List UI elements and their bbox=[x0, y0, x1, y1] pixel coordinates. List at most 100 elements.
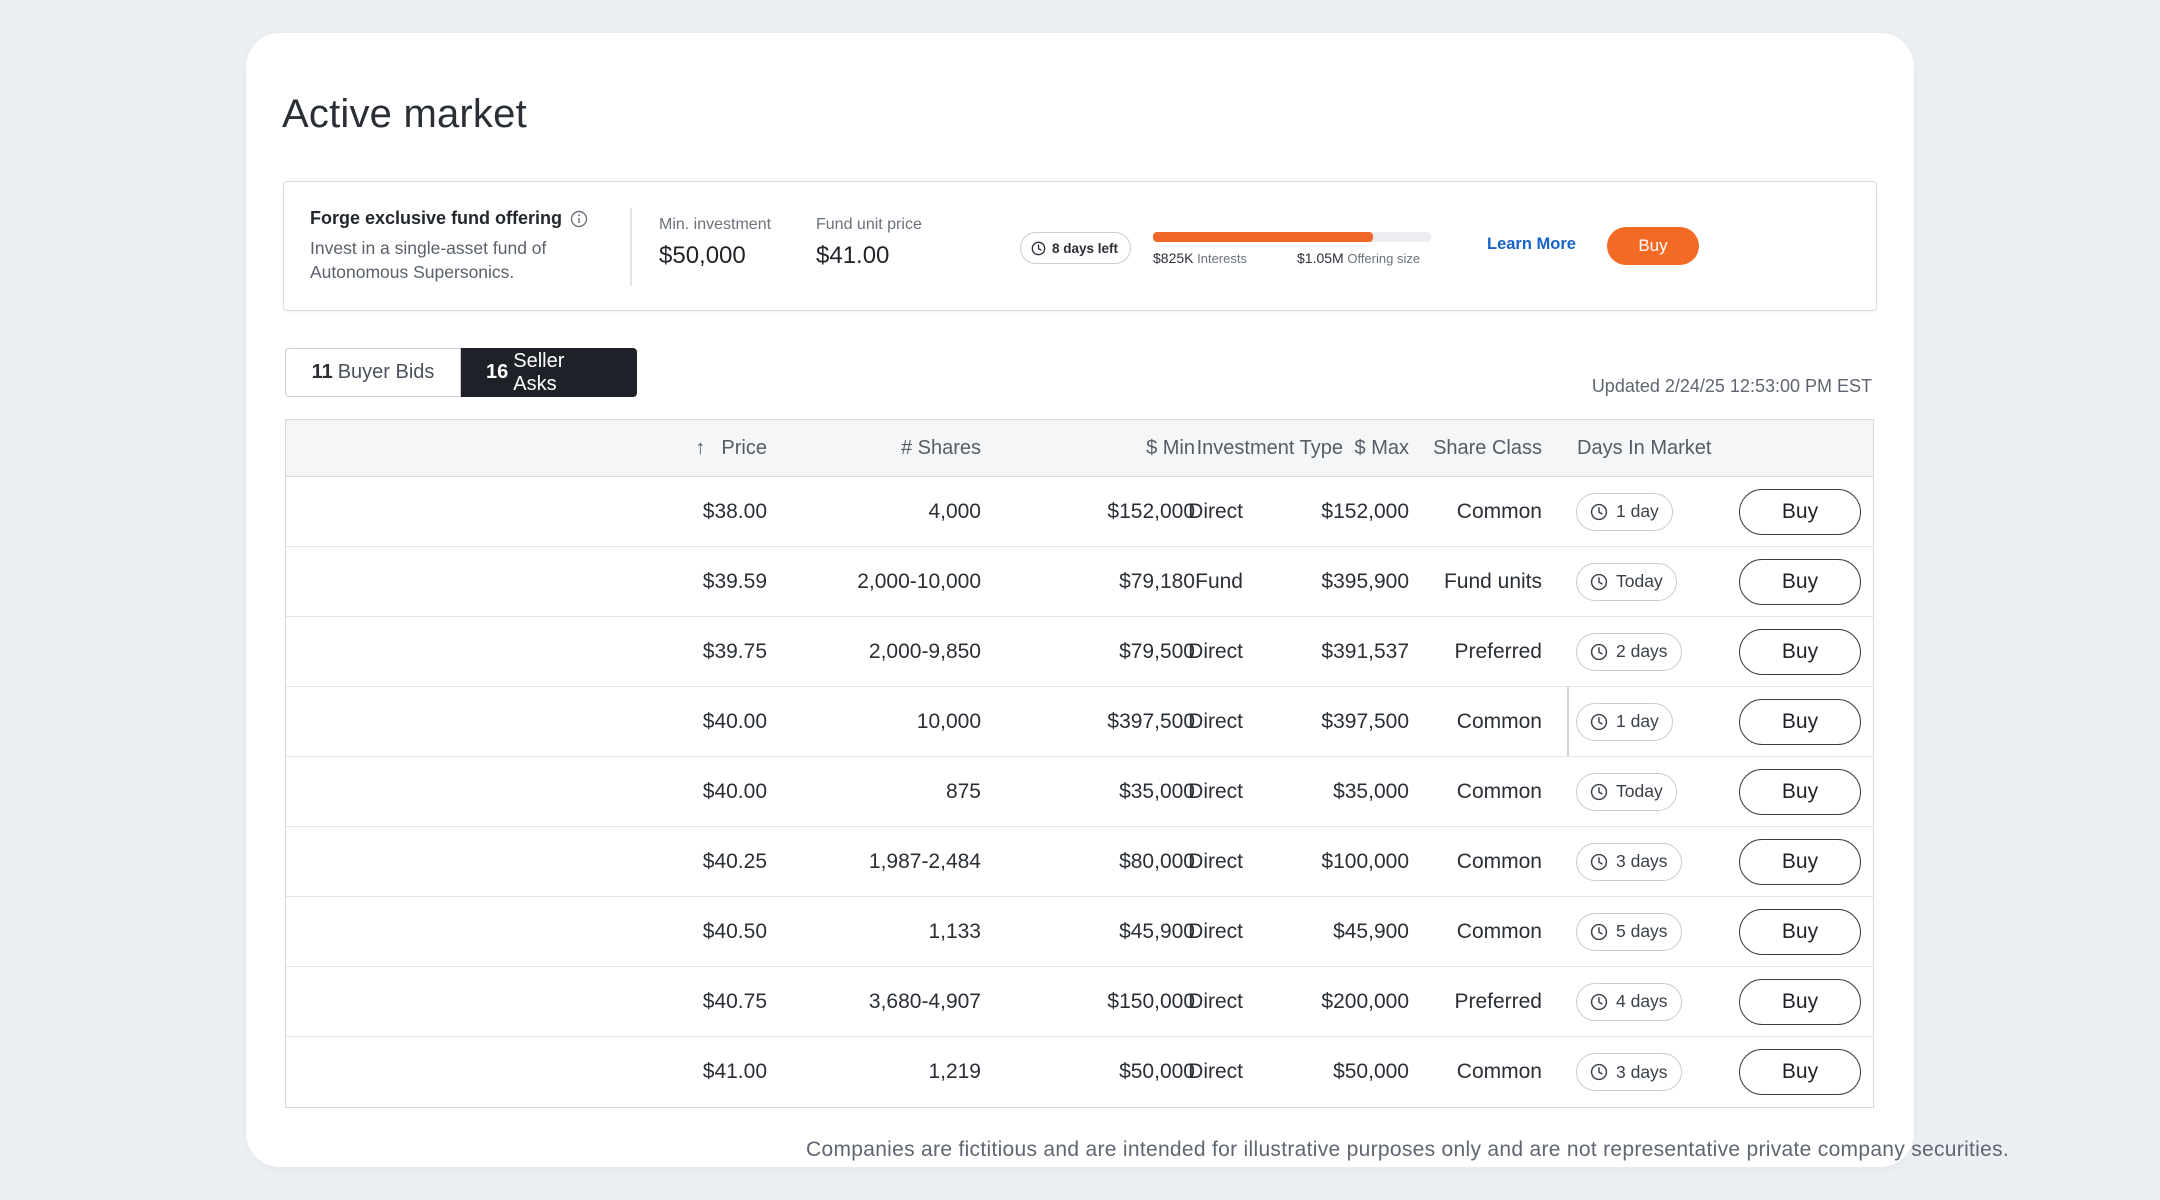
offering-title-row: Forge exclusive fund offering bbox=[310, 208, 588, 229]
offering-divider bbox=[630, 208, 632, 286]
min-cell: $150,000 bbox=[1107, 989, 1195, 1013]
price-cell: $38.00 bbox=[702, 499, 767, 523]
investment-type-cell: Direct bbox=[1188, 919, 1243, 943]
learn-more-link[interactable]: Learn More bbox=[1487, 235, 1576, 253]
investment-type-cell: Direct bbox=[1188, 499, 1243, 523]
page-title: Active market bbox=[282, 92, 527, 136]
max-cell: $45,900 bbox=[1333, 919, 1409, 943]
column-header-share-class[interactable]: Share Class bbox=[1433, 436, 1542, 459]
interests-amount: $825K Interests bbox=[1153, 250, 1247, 266]
price-cell: $40.75 bbox=[702, 989, 767, 1013]
max-cell: $397,500 bbox=[1321, 709, 1409, 733]
column-header-min[interactable]: $ Min bbox=[1146, 436, 1195, 459]
offering-description: Invest in a single-asset fund of Autonom… bbox=[310, 238, 547, 282]
buy-button[interactable]: Buy bbox=[1739, 908, 1861, 955]
min-investment-value: $50,000 bbox=[659, 242, 746, 269]
updated-timestamp: Updated 2/24/25 12:53:00 PM EST bbox=[1591, 376, 1872, 396]
fund-offering-banner: Forge exclusive fund offering Invest in … bbox=[283, 181, 1877, 311]
max-cell: $200,000 bbox=[1321, 989, 1409, 1013]
buy-cell: Buy bbox=[1739, 897, 1861, 966]
max-cell: $100,000 bbox=[1321, 849, 1409, 873]
tab-label: Buyer Bids bbox=[337, 361, 435, 383]
table-row: $40.75 3,680-4,907 $150,000 $200,000 Direct P… bbox=[286, 967, 1873, 1037]
interests-label: Interests bbox=[1197, 251, 1247, 266]
share-class-cell: Common bbox=[1456, 499, 1542, 523]
offering-size-label: Offering size bbox=[1347, 251, 1421, 266]
min-cell: $35,000 bbox=[1119, 779, 1195, 803]
clock-icon bbox=[1031, 241, 1046, 256]
tab-buyer-bids[interactable]: 11 Buyer Bids bbox=[285, 348, 461, 397]
table-row: $38.00 4,000 $152,000 $152,000 Direct Common 1… bbox=[286, 477, 1873, 547]
info-icon[interactable] bbox=[570, 210, 588, 228]
days-in-market-cell: 5 days bbox=[1576, 897, 1682, 966]
max-cell: $395,900 bbox=[1321, 569, 1409, 593]
table-row: $40.00 875 $35,000 $35,000 Direct Common Today… bbox=[286, 757, 1873, 827]
days-in-market-cell: 3 days bbox=[1576, 1037, 1682, 1107]
price-cell: $41.00 bbox=[702, 1060, 767, 1083]
disclaimer: Companies are fictitious and are intende… bbox=[806, 1138, 2010, 1161]
price-cell: $39.59 bbox=[702, 569, 767, 593]
min-cell: $80,000 bbox=[1119, 849, 1195, 873]
days-text: Today bbox=[1616, 781, 1663, 801]
buy-button[interactable]: Buy bbox=[1739, 1049, 1861, 1095]
tab-seller-asks[interactable]: 16 Seller Asks bbox=[461, 348, 637, 397]
buy-button[interactable]: Buy bbox=[1739, 838, 1861, 885]
min-cell: $45,900 bbox=[1119, 919, 1195, 943]
days-text: 3 days bbox=[1616, 851, 1668, 871]
column-header-investment-type[interactable]: Investment Type bbox=[1196, 436, 1343, 459]
days-in-market-cell: 4 days bbox=[1576, 967, 1682, 1036]
clock-icon bbox=[1590, 853, 1608, 871]
max-cell: $35,000 bbox=[1333, 779, 1409, 803]
share-class-cell: Common bbox=[1456, 919, 1542, 943]
clock-icon bbox=[1590, 713, 1608, 731]
shares-cell: 1,987-2,484 bbox=[868, 849, 981, 873]
table-body: $38.00 4,000 $152,000 $152,000 Direct Common 1… bbox=[286, 477, 1873, 1107]
arrow-up-icon: ↑ bbox=[695, 436, 706, 459]
investment-type-cell: Direct bbox=[1188, 779, 1243, 803]
investment-type-cell: Direct bbox=[1188, 849, 1243, 873]
buy-button[interactable]: Buy bbox=[1739, 488, 1861, 535]
tab-count: 11 bbox=[311, 361, 333, 383]
shares-cell: 3,680-4,907 bbox=[868, 989, 981, 1013]
column-header-price[interactable]: ↑ Price bbox=[695, 420, 767, 476]
days-in-market-cell: 1 day bbox=[1576, 687, 1673, 756]
days-text: 4 days bbox=[1616, 991, 1668, 1011]
column-header-max[interactable]: $ Max bbox=[1354, 436, 1409, 459]
min-investment-label: Min. investment bbox=[659, 216, 772, 233]
offering-buy-button[interactable]: Buy bbox=[1607, 227, 1699, 265]
days-text: 1 day bbox=[1616, 711, 1659, 731]
days-left-badge: 8 days left bbox=[1020, 232, 1132, 264]
column-header-label: Price bbox=[721, 436, 767, 459]
days-in-market-cell: 2 days bbox=[1576, 617, 1682, 686]
column-header-shares[interactable]: # Shares bbox=[900, 436, 981, 459]
bids-asks-tabs: 11 Buyer Bids 16 Seller Asks bbox=[285, 348, 637, 397]
table-row: $39.59 2,000-10,000 $79,180 $395,900 Fund Fun… bbox=[286, 547, 1873, 617]
investment-type-cell: Direct bbox=[1188, 709, 1243, 733]
buy-button[interactable]: Buy bbox=[1739, 978, 1861, 1025]
buy-button[interactable]: Buy bbox=[1739, 558, 1861, 605]
min-cell: $397,500 bbox=[1107, 709, 1195, 733]
offering-title: Forge exclusive fund offering bbox=[310, 208, 563, 228]
days-badge: 1 day bbox=[1576, 492, 1673, 531]
share-class-cell: Common bbox=[1456, 709, 1542, 733]
buy-button[interactable]: Buy bbox=[1739, 768, 1861, 815]
table-header: ↑ Price # Shares $ Min $ Max Investment … bbox=[286, 420, 1873, 477]
table-row: $39.75 2,000-9,850 $79,500 $391,537 Direct Pr… bbox=[286, 617, 1873, 687]
tab-label: Seller Asks bbox=[513, 349, 565, 395]
days-in-market-cell: 3 days bbox=[1576, 827, 1682, 896]
buy-button[interactable]: Buy bbox=[1739, 698, 1861, 745]
column-header-days-in-market[interactable]: Days In Market bbox=[1577, 436, 1712, 459]
investment-type-cell: Direct bbox=[1188, 639, 1243, 663]
buy-button[interactable]: Buy bbox=[1739, 628, 1861, 675]
column-resize-handle[interactable] bbox=[1567, 687, 1569, 756]
clock-icon bbox=[1590, 643, 1608, 661]
min-cell: $152,000 bbox=[1107, 499, 1195, 523]
buy-cell: Buy bbox=[1739, 967, 1861, 1036]
clock-icon bbox=[1590, 1063, 1608, 1081]
offering-size: $1.05M Offering size bbox=[1297, 250, 1420, 266]
days-badge: Today bbox=[1576, 562, 1677, 601]
days-text: 5 days bbox=[1616, 921, 1668, 941]
tab-count: 16 bbox=[486, 361, 509, 383]
table-row: $40.50 1,133 $45,900 $45,900 Direct Common 5 d… bbox=[286, 897, 1873, 967]
days-badge: 2 days bbox=[1576, 632, 1682, 671]
